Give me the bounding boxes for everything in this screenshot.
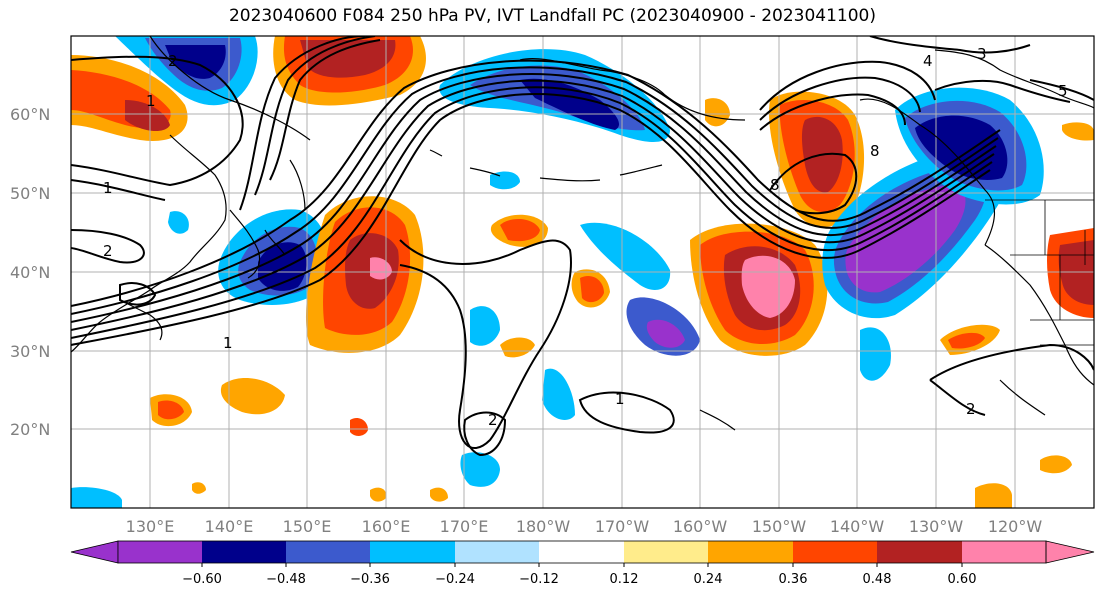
anomaly-region-positive [1040, 455, 1072, 474]
colorbar-tick-label: 0.36 [779, 572, 808, 587]
colorbar-swatch [877, 541, 963, 563]
contour-label: 5 [1058, 82, 1068, 100]
contour-label: 1 [146, 92, 156, 110]
contour-label: 2 [103, 242, 113, 260]
colorbar-extend-low [70, 540, 119, 564]
colorbar-swatch [962, 541, 1047, 563]
anomaly-region-positive [125, 100, 170, 132]
colorbar: −0.60 −0.48 −0.36 −0.24 −0.12 0.12 0.24 … [70, 540, 1095, 587]
colorbar-ticks [201, 563, 963, 567]
colorbar-tick-label: −0.12 [519, 572, 559, 587]
anomaly-region-negative [845, 185, 966, 293]
borders [985, 199, 1094, 346]
anomaly-region-negative [580, 222, 671, 290]
colorbar-swatch [370, 541, 456, 563]
longitude-label: 140°W [830, 517, 885, 536]
longitude-label: 160°E [362, 517, 411, 536]
latitude-label: 30°N [10, 342, 50, 361]
longitude-label: 170°E [440, 517, 489, 536]
anomaly-region-positive [192, 482, 206, 494]
latitude-axis: 60°N 50°N 40°N 30°N 20°N [10, 105, 50, 439]
anomaly-region-negative [71, 487, 122, 508]
anomaly-region-positive [350, 418, 368, 436]
longitude-label: 160°W [673, 517, 728, 536]
longitude-label: 130°E [126, 517, 175, 536]
anomaly-region-positive [430, 487, 448, 502]
contour-label: 8 [770, 176, 780, 194]
anomaly-region-positive [580, 275, 604, 303]
longitude-label: 150°E [283, 517, 332, 536]
anomaly-region-negative [460, 452, 500, 487]
longitude-label: 130°W [909, 517, 964, 536]
colorbar-tick-label: −0.60 [182, 572, 222, 587]
colorbar-swatch [539, 541, 625, 563]
colorbar-swatch [118, 541, 203, 563]
contour-label: 2 [966, 400, 976, 418]
contour-label-group: 1 2 2 1 1 2 2 8 8 4 3 5 1 [103, 45, 1068, 429]
anomaly-region-positive [975, 483, 1012, 508]
contour-lines [71, 36, 1094, 457]
latitude-label: 60°N [10, 105, 50, 124]
colorbar-swatch [624, 541, 709, 563]
contour-label: 2 [168, 52, 178, 70]
anomaly-region-negative [520, 78, 620, 130]
colorbar-tick-label: 0.12 [610, 572, 639, 587]
colorbar-tick-label: 0.48 [863, 572, 892, 587]
anomaly-region-positive [500, 337, 535, 358]
longitude-axis: 130°E 140°E 150°E 160°E 170°E 180°W 170°… [126, 517, 1043, 536]
colorbar-swatch [455, 541, 540, 563]
longitude-label: 140°E [205, 517, 254, 536]
anomaly-region-positive [300, 40, 396, 78]
map-frame [70, 35, 1095, 509]
longitude-label: 120°W [988, 517, 1043, 536]
colorbar-tick-label: −0.36 [350, 572, 390, 587]
anomaly-region-positive [220, 377, 285, 415]
anomaly-region-positive [1062, 122, 1094, 141]
anomaly-region-positive [948, 332, 985, 349]
latitude-label: 20°N [10, 420, 50, 439]
anomaly-region-negative [915, 115, 1008, 180]
anomaly-region-negative [860, 327, 891, 381]
latitude-label: 50°N [10, 184, 50, 203]
longitude-label: 180°W [516, 517, 571, 536]
colorbar-tick-label: 0.24 [694, 572, 723, 587]
map-title: 2023040600 F084 250 hPa PV, IVT Landfall… [228, 6, 876, 26]
contour-label: 3 [977, 45, 987, 63]
colorbar-tick-label: 0.60 [948, 572, 977, 587]
contour-label: 1 [615, 390, 625, 408]
longitude-label: 170°W [595, 517, 650, 536]
longitude-label: 150°W [752, 517, 807, 536]
anomaly-region-positive [370, 487, 387, 502]
colorbar-swatch [708, 541, 794, 563]
anomaly-region-positive [741, 255, 795, 318]
colorbar-tick-label: −0.24 [435, 572, 475, 587]
anomaly-region-negative [470, 306, 500, 346]
colorbar-frame [117, 540, 1047, 564]
contour-label: 4 [923, 52, 933, 70]
anomaly-region-positive [500, 218, 540, 242]
anomaly-region-negative [490, 171, 520, 190]
anomaly-region-negative [646, 319, 685, 348]
contour-label: 1 [103, 179, 113, 197]
contour-label: 2 [488, 411, 498, 429]
colorbar-swatch [286, 541, 371, 563]
anomaly-region-negative [542, 368, 575, 420]
colorbar-swatch [202, 541, 287, 563]
colorbar-extend-high [1045, 540, 1095, 564]
colorbar-swatch [793, 541, 878, 563]
anomaly-region-negative [168, 211, 189, 234]
anomaly-region-positive [158, 400, 184, 420]
latitude-label: 40°N [10, 263, 50, 282]
contour-label: 1 [223, 334, 233, 352]
contour-label: 8 [870, 142, 880, 160]
colorbar-tick-label: −0.48 [266, 572, 306, 587]
